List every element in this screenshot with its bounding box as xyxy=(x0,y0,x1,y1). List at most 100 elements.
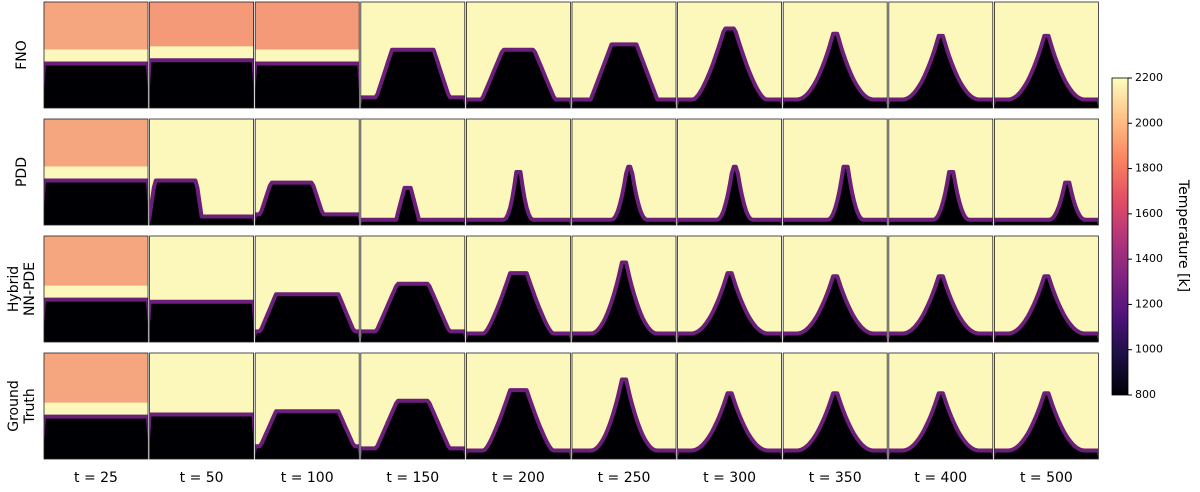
panel-frame xyxy=(782,352,888,460)
panel-frame xyxy=(43,235,149,343)
panel-field xyxy=(677,26,782,108)
column-label: t = 25 xyxy=(74,470,118,486)
panel-field xyxy=(44,61,148,108)
row-label: PDD xyxy=(14,157,30,187)
panel-band xyxy=(44,402,148,417)
panel-field xyxy=(466,388,571,459)
panel-frame xyxy=(360,235,466,343)
panel-field xyxy=(783,274,888,342)
panel-frame xyxy=(994,118,1099,226)
panel-field xyxy=(466,47,571,108)
panel-field xyxy=(783,164,888,225)
colorbar-tick-label: 1600 xyxy=(1135,207,1163,220)
colorbar xyxy=(1111,77,1129,396)
panel-frame xyxy=(677,352,782,460)
panel-frame xyxy=(571,235,677,343)
panel xyxy=(783,236,888,342)
panel-frame xyxy=(782,235,888,343)
panel-field xyxy=(888,391,993,459)
panel-field xyxy=(572,164,676,225)
panel xyxy=(677,119,782,225)
column-label: t = 100 xyxy=(281,470,334,486)
column-label: t = 150 xyxy=(386,470,439,486)
colorbar-tick-label: 1400 xyxy=(1135,252,1163,265)
panel xyxy=(888,353,993,459)
panel xyxy=(994,353,1099,459)
panel-frame xyxy=(149,352,255,460)
panel-field xyxy=(149,178,254,225)
panel-field xyxy=(255,180,360,225)
row-label: Hybrid xyxy=(6,266,22,312)
panel-field xyxy=(994,33,1099,108)
panel-frame xyxy=(571,118,677,226)
panel-frame xyxy=(149,1,255,109)
panel-frame xyxy=(571,1,677,109)
panel xyxy=(44,2,148,108)
panel-frame xyxy=(360,1,466,109)
panel-field xyxy=(888,33,993,108)
panel-frame xyxy=(43,352,149,460)
panel-field xyxy=(44,178,148,225)
panel-field xyxy=(255,292,360,342)
panel-frame xyxy=(571,352,677,460)
panel-frame xyxy=(888,1,994,109)
colorbar-tick-label: 1200 xyxy=(1135,297,1163,310)
panel-field xyxy=(149,412,254,459)
column-label: t = 500 xyxy=(1020,470,1073,486)
panel-field xyxy=(360,281,465,342)
panel-frame xyxy=(254,1,360,109)
panel xyxy=(466,236,571,342)
column-label: t = 300 xyxy=(703,470,756,486)
panel xyxy=(360,236,465,342)
panel xyxy=(572,353,676,459)
panel xyxy=(677,2,782,108)
panel xyxy=(888,2,993,108)
column-label: t = 250 xyxy=(598,470,651,486)
panel-field xyxy=(572,377,676,459)
panel-frame xyxy=(254,235,360,343)
panel-field xyxy=(44,297,148,342)
panel xyxy=(994,236,1099,342)
panel-field xyxy=(783,391,888,459)
panel xyxy=(360,119,465,225)
panel xyxy=(994,119,1099,225)
panel xyxy=(572,2,676,108)
panel xyxy=(466,2,571,108)
panel xyxy=(466,353,571,459)
panel-field xyxy=(466,170,571,225)
panel-frame xyxy=(43,1,149,109)
colorbar-tick-label: 800 xyxy=(1135,388,1156,401)
panel-band xyxy=(44,285,148,300)
panel xyxy=(466,119,571,225)
panel-field xyxy=(360,185,465,225)
panel xyxy=(255,119,360,225)
row-label: NN-PDE xyxy=(22,262,38,316)
panel xyxy=(360,353,465,459)
colorbar-tick-label: 1800 xyxy=(1135,162,1163,175)
panel-frame xyxy=(994,1,1099,109)
colorbar-tick-label: 1000 xyxy=(1135,343,1163,356)
column-label: t = 350 xyxy=(809,470,862,486)
panel-frame xyxy=(149,235,255,343)
panel-frame xyxy=(465,118,571,226)
panel xyxy=(44,119,148,225)
panel-background xyxy=(994,119,1099,225)
row-label: FNO xyxy=(14,40,30,70)
panel-field xyxy=(994,391,1099,459)
panel-frame xyxy=(677,1,782,109)
panel-frame xyxy=(465,1,571,109)
column-label: t = 200 xyxy=(492,470,545,486)
column-label: t = 400 xyxy=(914,470,967,486)
panel-frame xyxy=(994,352,1099,460)
panel-field xyxy=(572,42,676,108)
panel-field xyxy=(994,274,1099,342)
panel-frame xyxy=(888,118,994,226)
panel-field xyxy=(994,180,1099,225)
panel xyxy=(255,2,360,108)
panel xyxy=(783,2,888,108)
panel xyxy=(677,236,782,342)
panel-field xyxy=(888,274,993,342)
panel-frame xyxy=(360,352,466,460)
panel-frame xyxy=(360,118,466,226)
panel-frame xyxy=(782,1,888,109)
